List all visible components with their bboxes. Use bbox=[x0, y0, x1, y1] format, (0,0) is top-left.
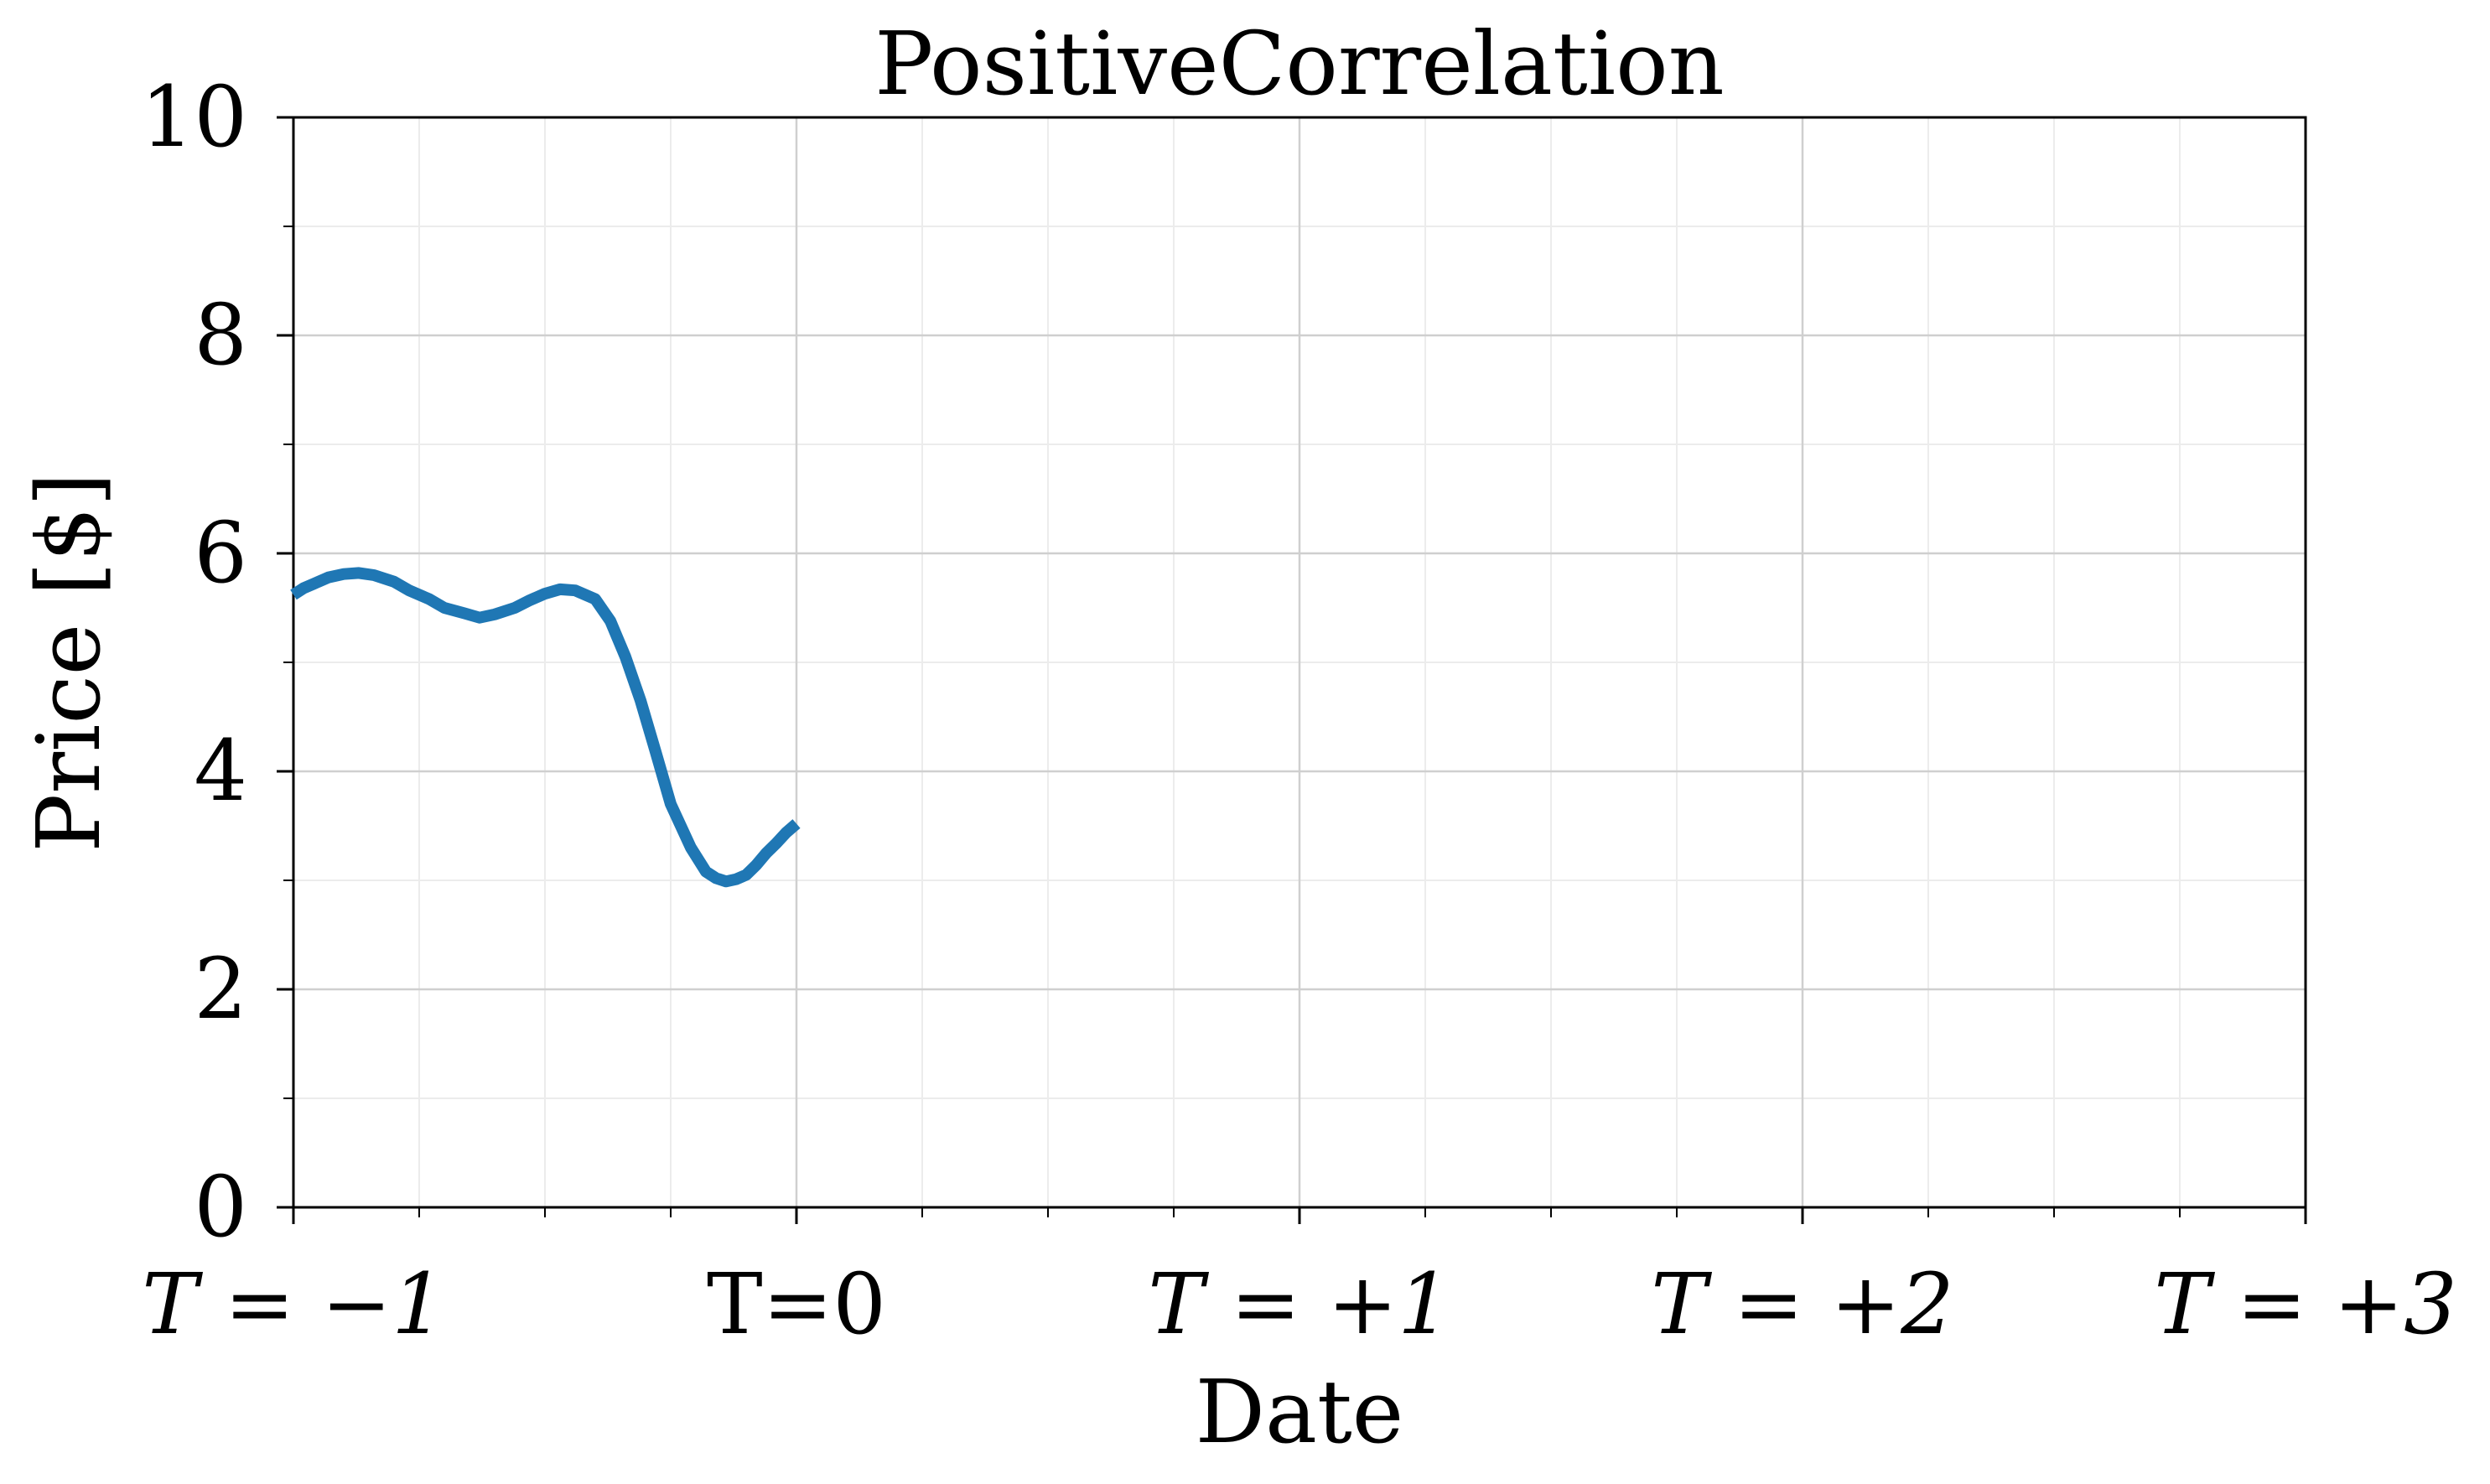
x-tick-label: T = +1 bbox=[1148, 1255, 1450, 1353]
x-tick-label: T=0 bbox=[707, 1255, 886, 1353]
y-tick-label: 10 bbox=[141, 68, 247, 166]
x-tick-label: T = +2 bbox=[1651, 1255, 1953, 1353]
series-line bbox=[290, 567, 801, 888]
y-tick-label: 8 bbox=[194, 286, 247, 384]
chart-title: PositiveCorrelation bbox=[874, 13, 1724, 115]
y-tick-label: 0 bbox=[194, 1158, 247, 1256]
x-tick-label: T = +3 bbox=[2154, 1255, 2456, 1353]
y-tick-label: 6 bbox=[194, 504, 247, 602]
grid bbox=[292, 116, 2307, 1209]
series-layer bbox=[290, 567, 801, 888]
y-tick-label: 4 bbox=[194, 722, 247, 820]
y-axis-label: Price [$] bbox=[18, 472, 120, 852]
ticks: T = −1 T=0 T = +1 T = +2 T = +3 0 2 4 6 8 10 bbox=[141, 68, 2457, 1353]
x-axis-label: Date bbox=[1196, 1361, 1404, 1463]
x-tick-label: T = −1 bbox=[142, 1255, 444, 1353]
y-tick-label: 2 bbox=[194, 940, 247, 1038]
